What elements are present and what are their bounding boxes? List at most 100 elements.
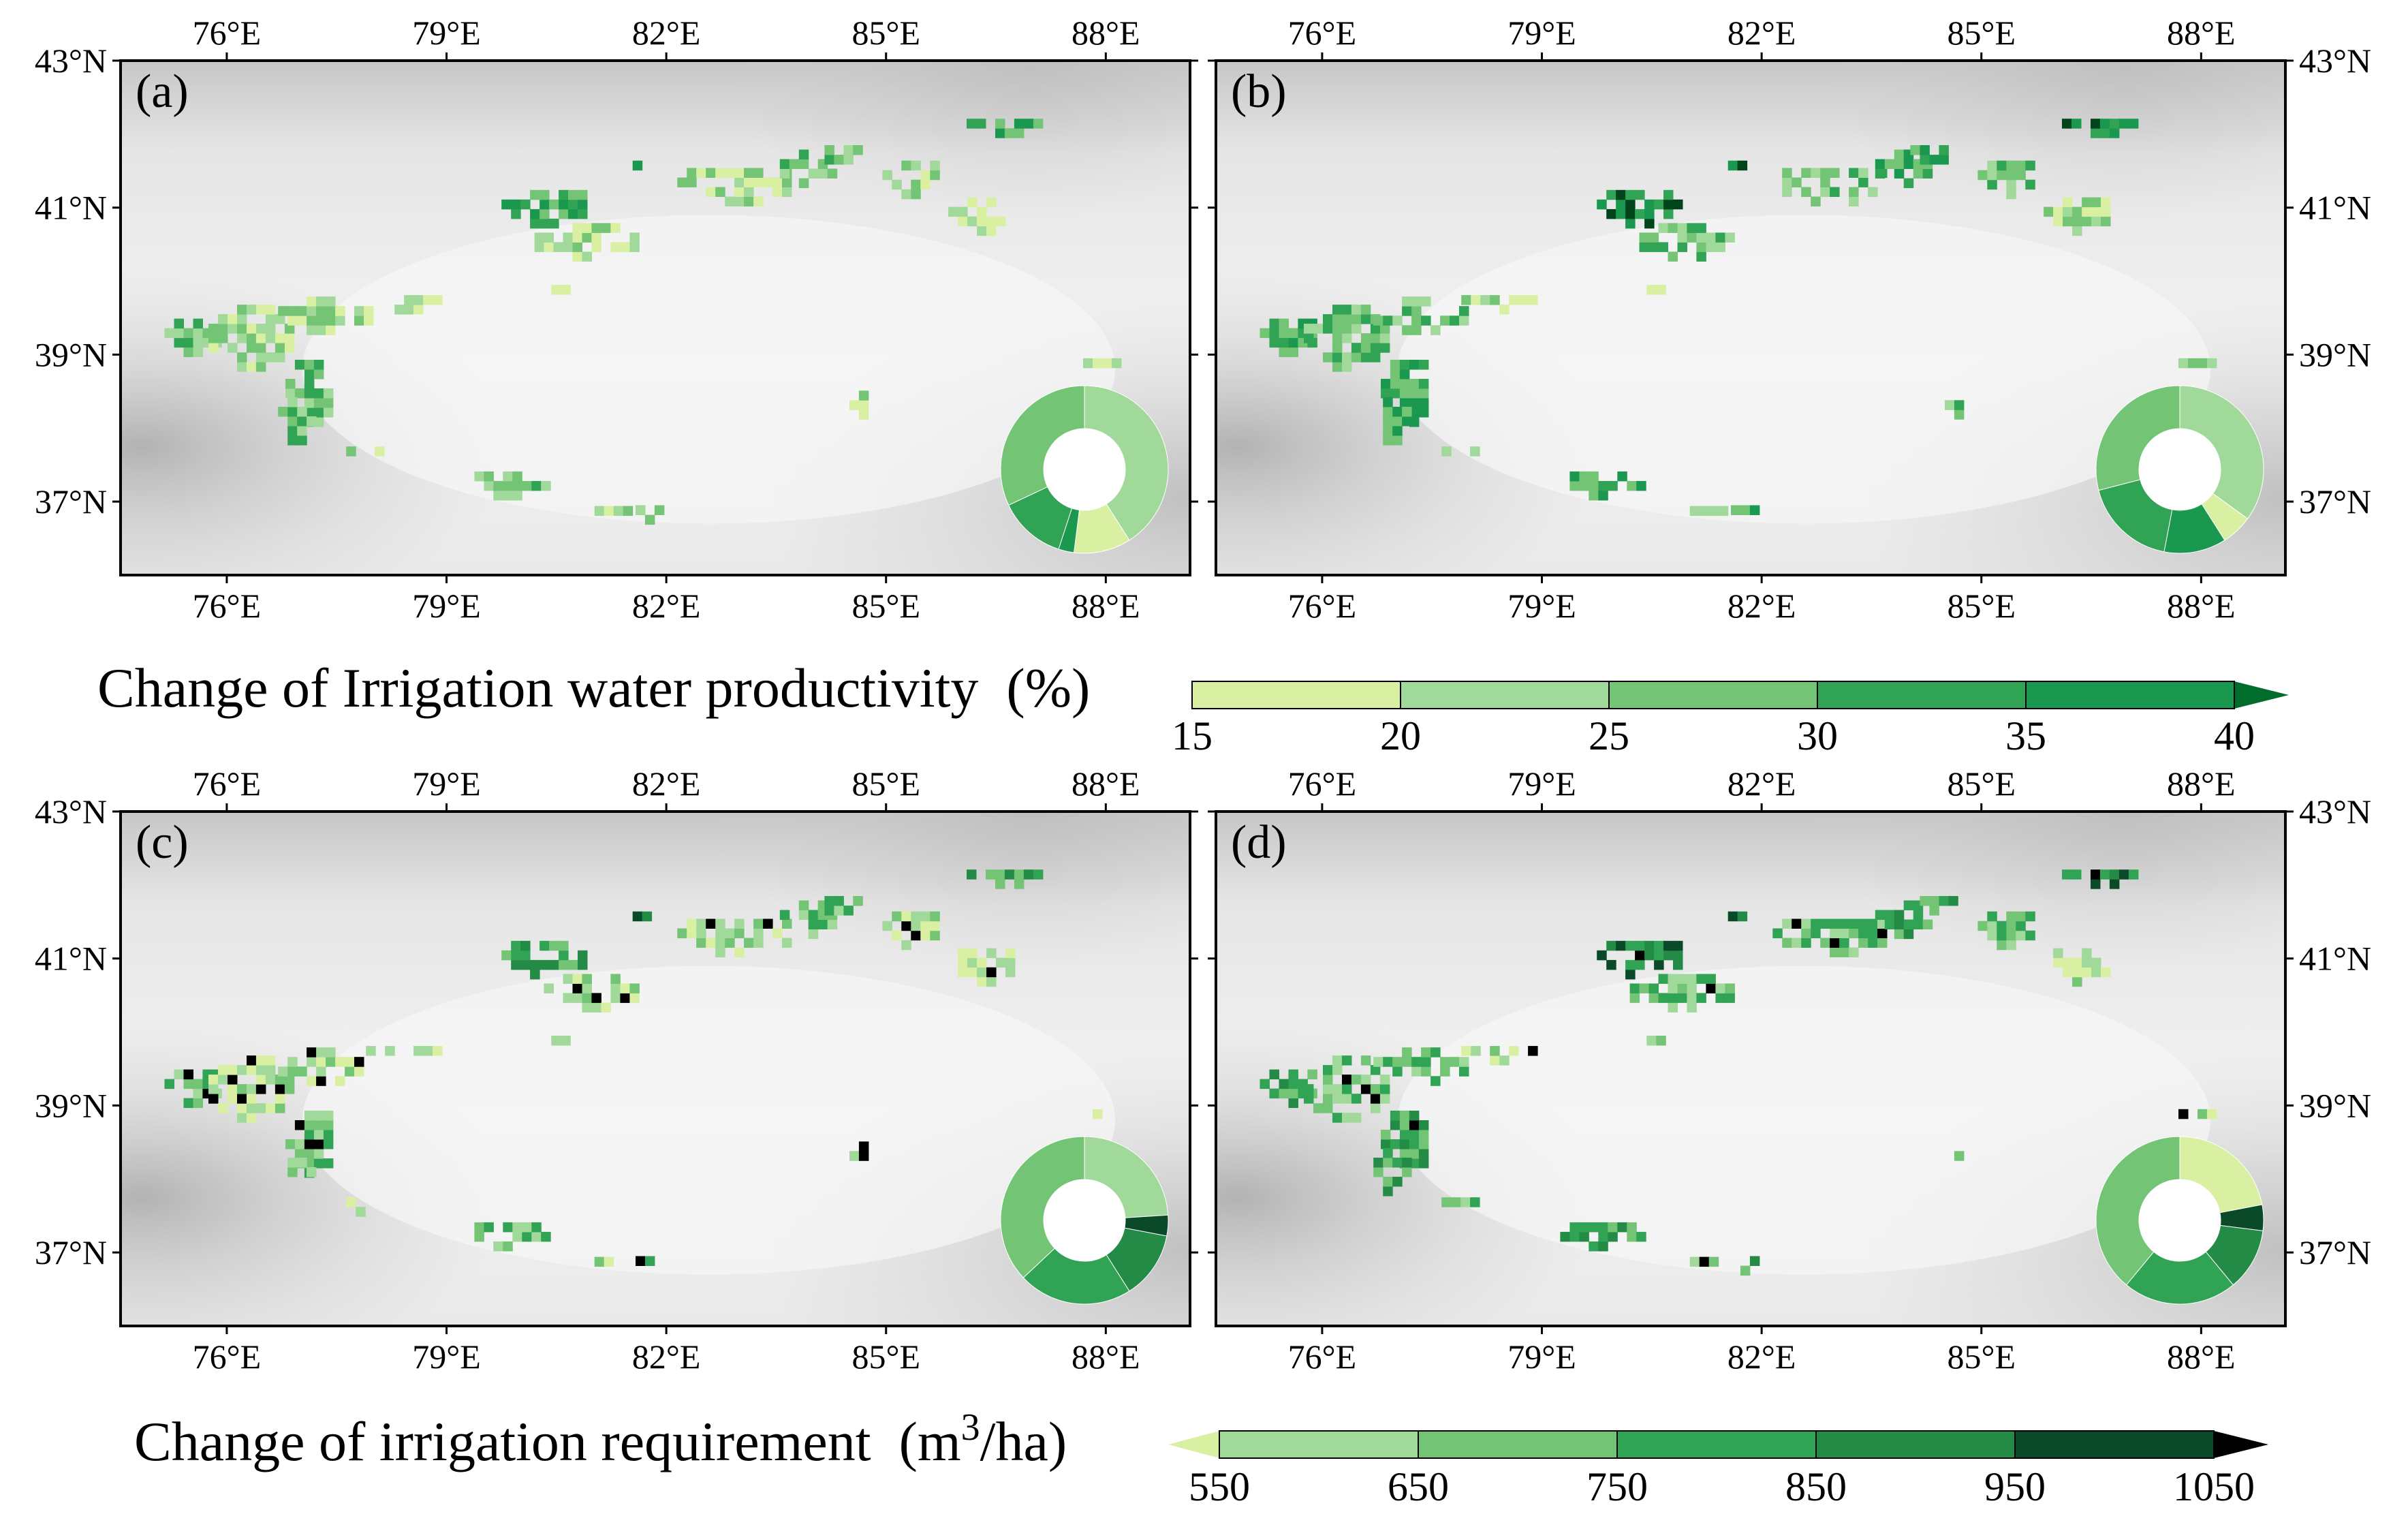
lon-label-bottom: 76°E xyxy=(1288,587,1357,625)
irrigated-cell xyxy=(798,149,809,159)
irrigated-cell xyxy=(484,480,494,491)
irrigated-cell xyxy=(1411,1057,1422,1067)
irrigated-cell xyxy=(734,177,745,187)
irrigated-cell xyxy=(559,189,569,200)
desert-basin xyxy=(1397,966,2211,1275)
irrigated-cell xyxy=(2071,119,2082,129)
irrigated-cell xyxy=(511,208,521,219)
irrigated-cell xyxy=(511,950,521,961)
irrigated-cell xyxy=(1383,397,1393,407)
irrigated-cell xyxy=(1875,910,1886,920)
irrigated-cell xyxy=(772,187,783,197)
donut-hole xyxy=(2139,1179,2221,1261)
lat-label-right: 43°N xyxy=(2299,42,2371,80)
irrigated-cell xyxy=(304,1111,315,1121)
irrigated-cell xyxy=(1706,232,1716,243)
irrigated-cell xyxy=(375,446,385,457)
irrigated-cell xyxy=(413,1046,424,1056)
irrigated-cell xyxy=(1910,145,1920,155)
irrigated-cell xyxy=(1304,324,1314,334)
lat-label-left: 37°N xyxy=(35,1233,107,1271)
irrigated-cell xyxy=(307,1076,317,1086)
irrigated-cell xyxy=(1409,388,1420,399)
irrigated-cell xyxy=(1627,1222,1637,1233)
irrigated-cell xyxy=(1987,911,1997,922)
irrigated-cell xyxy=(1782,187,1792,197)
irrigated-cell xyxy=(744,187,754,197)
irrigated-cell xyxy=(858,390,869,401)
irrigated-cell xyxy=(725,196,735,206)
irrigated-cell xyxy=(1518,295,1529,305)
irrigated-cell xyxy=(1792,177,1802,187)
irrigated-cell xyxy=(1004,869,1015,880)
irrigated-cell xyxy=(307,416,317,427)
irrigated-cell xyxy=(1677,223,1687,233)
irrigated-cell xyxy=(1461,1046,1471,1056)
irrigated-cell xyxy=(247,305,257,315)
irrigated-cell xyxy=(549,940,559,951)
irrigated-cell xyxy=(1673,959,1683,970)
irrigated-cell xyxy=(1677,993,1687,1003)
irrigated-cell xyxy=(474,1222,484,1233)
irrigated-cell xyxy=(237,1084,247,1094)
colorbar-bottom-segment xyxy=(1418,1431,1617,1458)
irrigated-cell xyxy=(1849,928,1859,938)
irrigated-cell xyxy=(237,362,247,372)
irrigated-cell xyxy=(404,305,414,315)
irrigated-cell xyxy=(892,930,902,941)
irrigated-cell xyxy=(2072,957,2082,968)
irrigated-cell xyxy=(958,206,968,217)
map-frame xyxy=(1215,810,2287,1327)
irrigated-cell xyxy=(237,1094,247,1104)
irrigated-cell xyxy=(882,170,892,181)
irrigated-cell xyxy=(986,967,997,978)
irrigated-cell xyxy=(882,921,892,931)
irrigated-cell xyxy=(1370,1103,1381,1113)
irrigated-cell xyxy=(1658,993,1668,1003)
irrigated-cell xyxy=(247,1065,257,1075)
irrigated-cell xyxy=(323,398,334,408)
irrigated-cell xyxy=(1801,928,1811,938)
irrigated-cell xyxy=(1849,918,1859,929)
irrigated-cell xyxy=(530,969,540,980)
irrigated-cell xyxy=(572,242,582,252)
irrigated-cell xyxy=(559,199,569,210)
irrigated-cell xyxy=(696,938,706,948)
irrigated-cell xyxy=(696,168,706,178)
irrigated-cell xyxy=(1668,974,1678,984)
irrigated-cell xyxy=(996,957,1006,968)
irrigated-cell xyxy=(582,251,592,262)
irrigated-cell xyxy=(958,967,968,978)
irrigated-cell xyxy=(1381,379,1391,389)
lon-label-top: 85°E xyxy=(851,14,920,52)
irrigated-cell xyxy=(2082,197,2092,208)
irrigated-cell xyxy=(986,197,997,208)
irrigated-cells xyxy=(1260,119,2217,516)
lat-label-left: 39°N xyxy=(35,1086,107,1124)
irrigated-cell xyxy=(1929,896,1939,906)
irrigated-cell xyxy=(307,315,317,326)
irrigated-cell xyxy=(2198,1109,2208,1119)
irrigated-cell xyxy=(1811,196,1821,206)
lon-label-bottom: 85°E xyxy=(851,1338,920,1376)
irrigated-cell xyxy=(297,1158,307,1168)
irrigated-cell xyxy=(782,918,792,929)
irrigated-cell xyxy=(2082,206,2092,217)
irrigated-cell xyxy=(1004,128,1015,138)
irrigated-cell xyxy=(1409,398,1420,408)
irrigated-cell xyxy=(582,993,592,1003)
irrigated-cell xyxy=(817,168,828,179)
map-panel: (b)76°E76°E79°E79°E82°E82°E85°E85°E88°E8… xyxy=(1208,14,2371,625)
irrigated-cell xyxy=(1696,223,1706,233)
irrigated-cell xyxy=(287,1167,298,1177)
irrigated-cell xyxy=(297,306,307,316)
irrigated-cell xyxy=(563,232,573,243)
irrigated-cell xyxy=(1663,950,1674,961)
irrigated-cell xyxy=(995,128,1005,138)
irrigated-cell xyxy=(2006,160,2016,171)
irrigated-cell xyxy=(1894,168,1905,179)
irrigated-cell xyxy=(1440,1057,1450,1067)
irrigated-cell xyxy=(1418,1120,1429,1130)
irrigated-cell xyxy=(1894,910,1905,920)
lon-label-bottom: 85°E xyxy=(1947,1338,2016,1376)
